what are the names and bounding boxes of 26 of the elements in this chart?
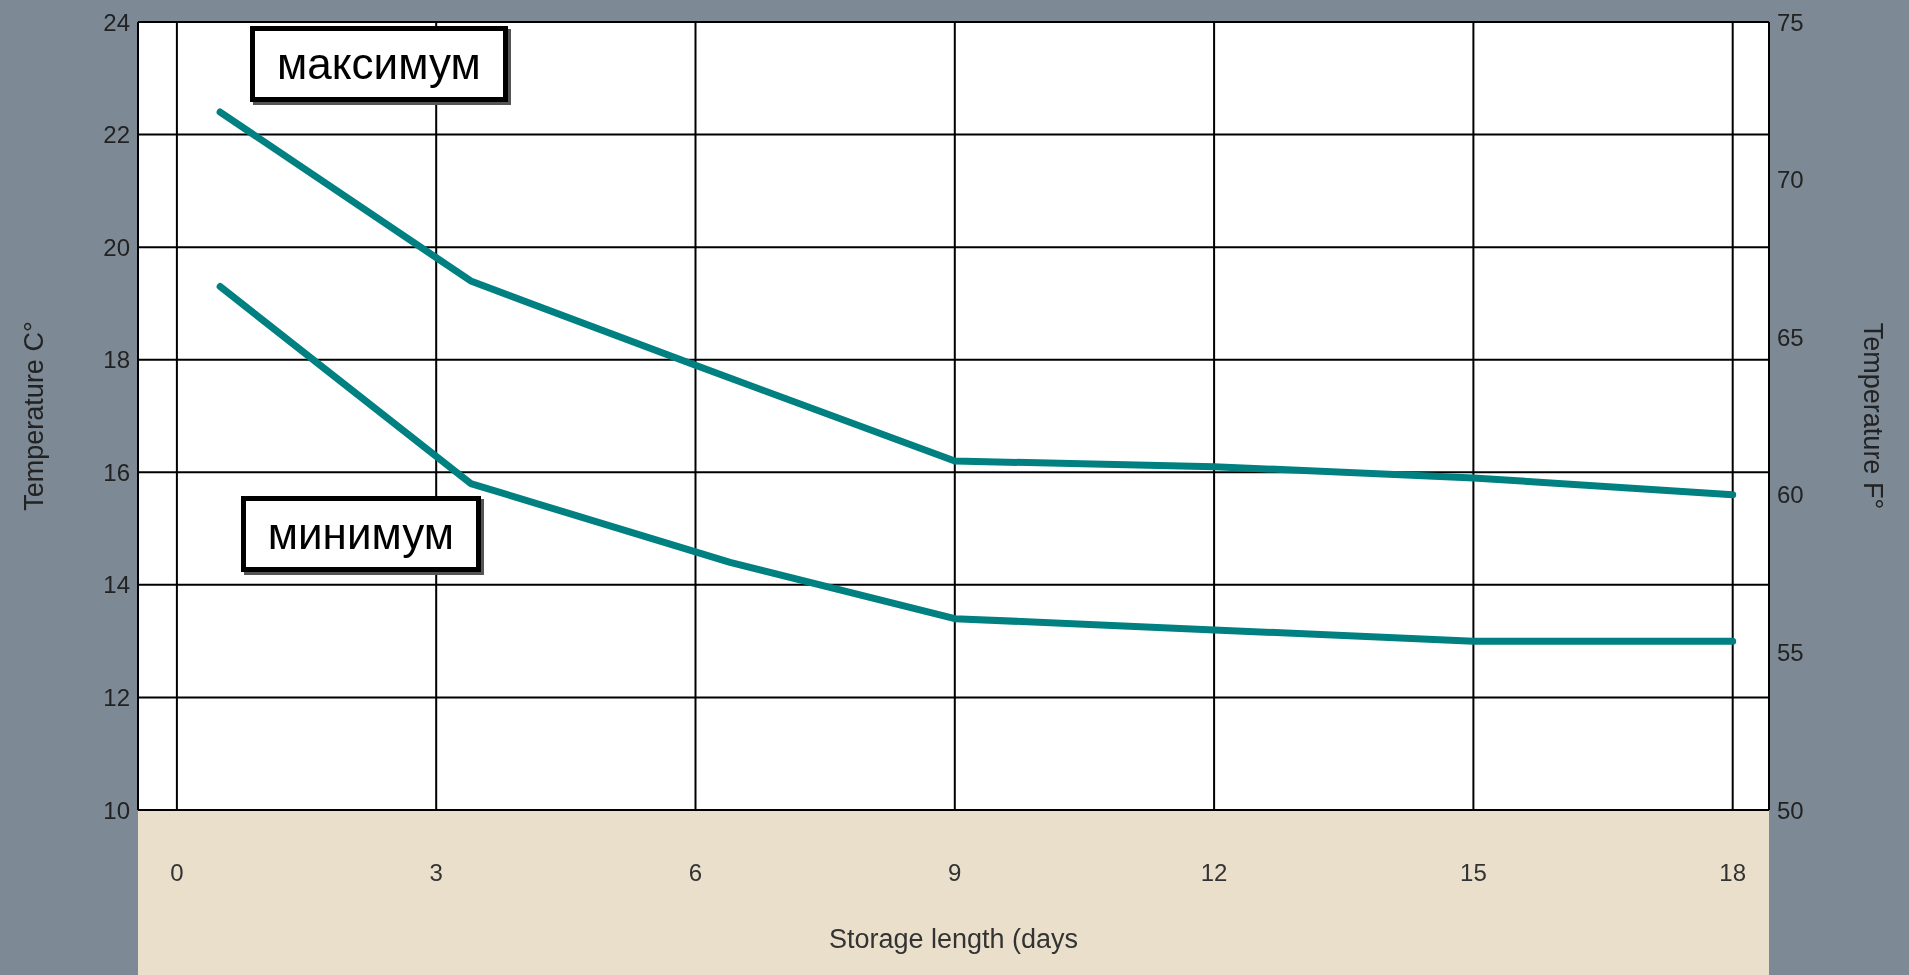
x-tick-label: 6: [688, 859, 703, 887]
y-tick-label: 18: [103, 346, 130, 374]
x-tick-label: 0: [170, 859, 184, 887]
y-tick-label: 24: [103, 8, 130, 36]
series-label: максимум: [250, 26, 508, 102]
x-tick-label: 9: [948, 859, 962, 887]
y-axis-title: Temperature C°: [18, 321, 49, 511]
series-label: минимум: [240, 495, 481, 572]
y-tick-label: 12: [103, 683, 130, 711]
x-axis-title: Storage length (days: [828, 924, 1079, 954]
y2-tick-label: 60: [1777, 481, 1804, 509]
y-tick-label: 14: [103, 571, 130, 599]
x-tick-label: 15: [1460, 859, 1487, 887]
x-tick-label: 18: [1719, 859, 1747, 887]
y2-tick-label: 75: [1777, 8, 1804, 36]
x-tick-label: 3: [429, 859, 443, 887]
y-tick-label: 20: [103, 233, 130, 261]
y2-axis-title: Temperature F°: [1858, 322, 1889, 510]
y2-tick-label: 50: [1777, 796, 1804, 824]
y-tick-label: 16: [103, 458, 130, 486]
y2-tick-label: 55: [1777, 638, 1804, 666]
y2-tick-label: 70: [1777, 166, 1804, 194]
y-tick-label: 22: [103, 121, 130, 149]
y-tick-label: 10: [103, 796, 130, 824]
x-tick-label: 12: [1200, 859, 1228, 887]
y2-tick-label: 65: [1777, 323, 1804, 351]
